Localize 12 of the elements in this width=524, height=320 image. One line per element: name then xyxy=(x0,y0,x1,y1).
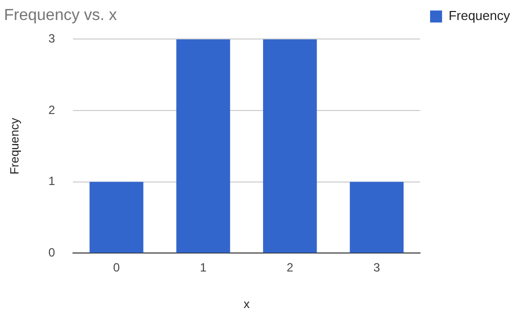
x-tick-label: 3 xyxy=(373,260,380,275)
y-tick-label: 1 xyxy=(48,174,56,188)
y-tick-label: 2 xyxy=(48,102,56,117)
y-tick-label: 3 xyxy=(48,32,56,46)
y-tick-label: 0 xyxy=(48,246,56,260)
chart-title: Frequency vs. x xyxy=(4,7,117,24)
x-tick-label: 2 xyxy=(286,260,294,275)
legend-label: Frequency xyxy=(448,8,510,24)
x-tick-label: 0 xyxy=(113,260,120,275)
x-tick-label: 1 xyxy=(200,260,207,275)
y-axis-title: Frequency xyxy=(8,118,22,175)
x-axis-title: x xyxy=(244,297,250,312)
